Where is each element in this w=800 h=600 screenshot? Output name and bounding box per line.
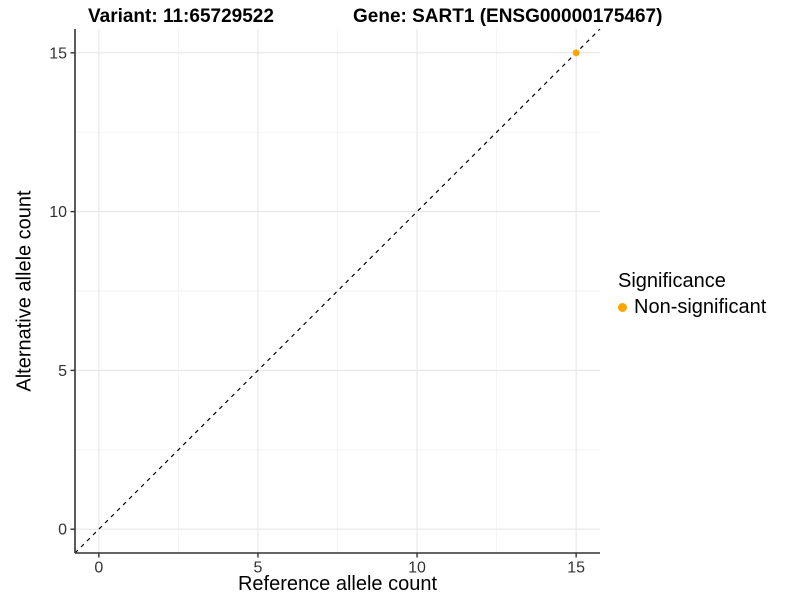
- data-point: [572, 49, 580, 57]
- x-tick-label: 10: [408, 560, 426, 577]
- legend-point-icon: [618, 303, 627, 312]
- y-tick-label: 15: [49, 45, 67, 62]
- legend-item: Non-significant: [618, 296, 766, 319]
- y-tick-label: 5: [58, 363, 67, 380]
- legend: Significance Non-significant: [618, 270, 766, 319]
- gene-title: Gene: SART1 (ENSG00000175467): [353, 6, 663, 27]
- x-tick-label: 0: [94, 560, 103, 577]
- legend-title: Significance: [618, 270, 726, 292]
- x-tick-label: 15: [567, 560, 585, 577]
- y-axis-title: Alternative allele count: [13, 190, 36, 392]
- x-tick-label: 5: [254, 560, 263, 577]
- y-tick-label: 0: [58, 522, 67, 539]
- x-axis-title: Reference allele count: [237, 573, 437, 595]
- legend-item-label: Non-significant: [634, 296, 767, 318]
- variant-title: Variant: 11:65729522: [88, 6, 274, 27]
- y-tick-label: 10: [49, 204, 67, 221]
